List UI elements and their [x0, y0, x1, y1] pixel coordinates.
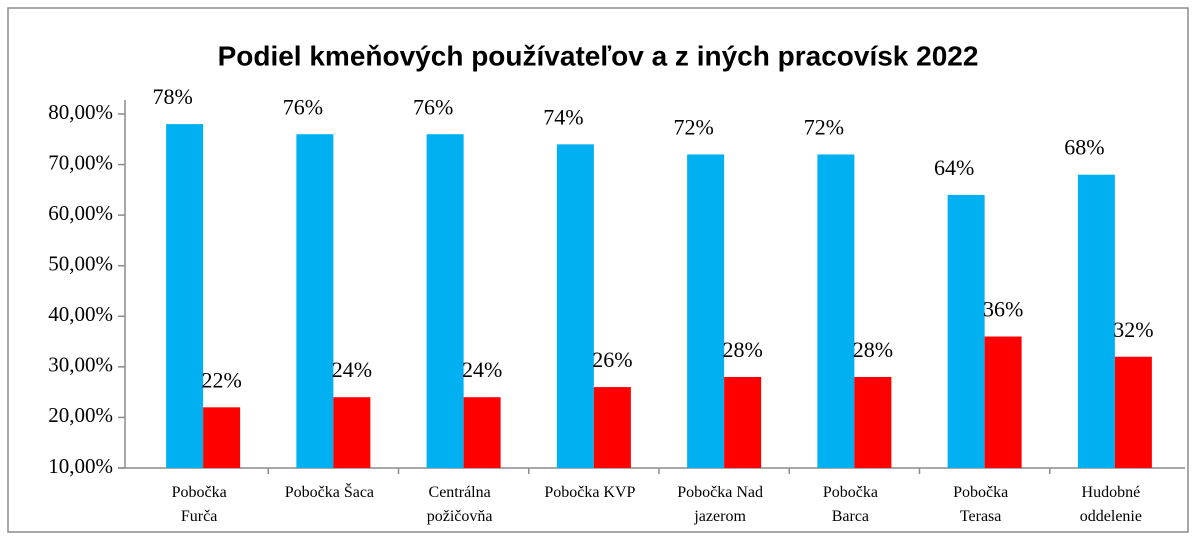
y-tick-label: 80,00% [48, 100, 113, 124]
bar [984, 336, 1022, 468]
data-label: 74% [543, 104, 583, 129]
x-tick-label: Pobočka Furča [172, 484, 227, 525]
data-label: 76% [283, 94, 323, 119]
bar [556, 144, 594, 469]
data-label: 32% [1113, 317, 1153, 342]
x-tick-label: Pobočka Terasa [953, 484, 1008, 525]
x-tick-label: Pobočka Šaca [285, 482, 374, 501]
x-tick-label: Pobočka Nad jazerom [677, 484, 763, 525]
data-label: 28% [853, 337, 893, 362]
bar [296, 134, 334, 468]
x-tick-label: Pobočka Barca [823, 484, 878, 525]
y-tick-label: 30,00% [48, 353, 113, 377]
data-label: 72% [804, 115, 844, 140]
y-tick-label: 70,00% [48, 150, 113, 174]
x-tick-label: Centrálna požičovňa [427, 484, 493, 525]
data-label: 28% [722, 337, 762, 362]
y-tick-label: 50,00% [48, 252, 113, 276]
bar [854, 376, 892, 468]
bar [1077, 174, 1115, 468]
x-tick-label: Pobočka KVP [544, 484, 635, 501]
bar [817, 154, 855, 468]
bar [947, 194, 985, 468]
y-tick-label: 40,00% [48, 302, 113, 326]
bar [593, 387, 631, 468]
data-label: 64% [934, 155, 974, 180]
bar [333, 397, 371, 468]
bar [166, 124, 204, 468]
data-label: 78% [152, 84, 192, 109]
bar [426, 134, 464, 468]
bar [1114, 356, 1152, 468]
y-tick-label: 10,00% [48, 454, 113, 478]
bar [463, 397, 501, 468]
bar [203, 407, 241, 468]
data-label: 76% [413, 94, 453, 119]
data-label: 22% [201, 367, 241, 392]
data-label: 24% [462, 357, 502, 382]
data-label: 36% [983, 297, 1023, 322]
data-label: 26% [592, 347, 632, 372]
y-tick-label: 60,00% [48, 201, 113, 225]
x-tick-label: Hudobné oddelenie [1080, 484, 1142, 525]
data-label: 24% [332, 357, 372, 382]
data-label: 72% [673, 115, 713, 140]
bar [724, 376, 762, 468]
chart-title: Podiel kmeňových používateľov a z iných … [218, 40, 979, 71]
bar [687, 154, 725, 468]
data-label: 68% [1064, 135, 1104, 160]
y-tick-label: 20,00% [48, 403, 113, 427]
